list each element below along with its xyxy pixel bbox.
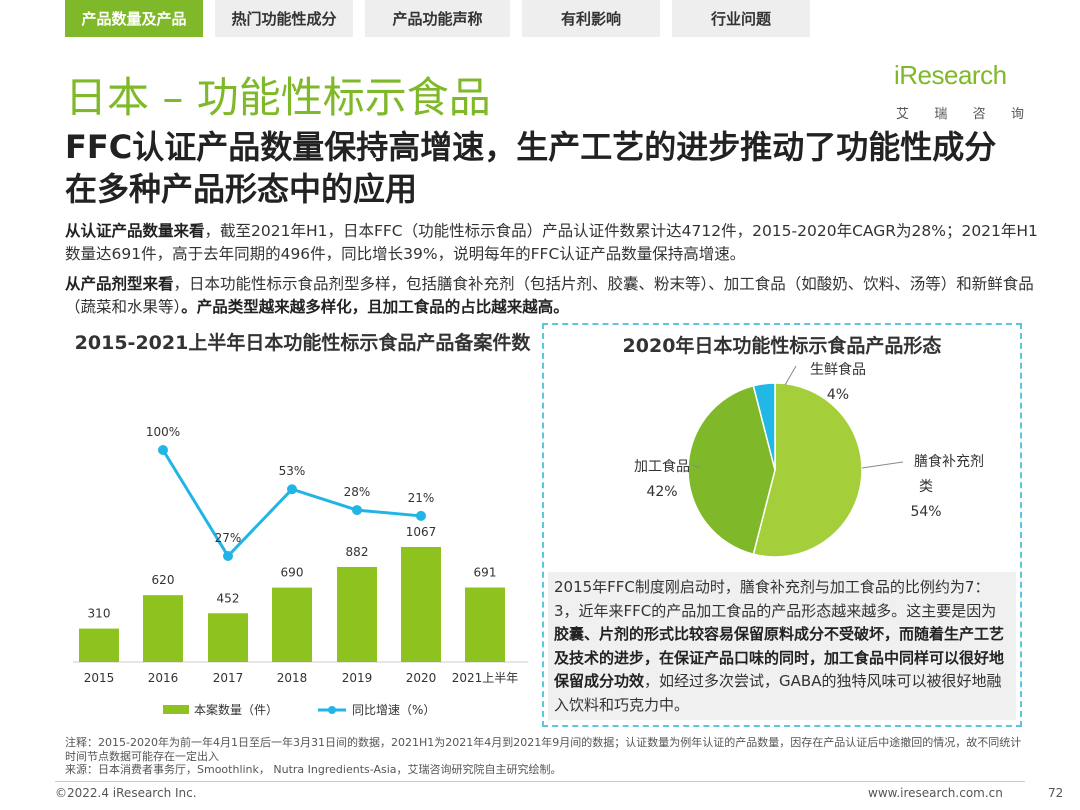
pie-slice [752,382,776,471]
growth-label: 28% [344,485,371,499]
growth-label: 21% [408,491,435,505]
bar [143,595,183,662]
legend-swatch-point [328,706,336,714]
footer-divider [55,781,1025,782]
pie-label-supplement: 膳食补充剂 [914,453,984,470]
growth-point [223,551,233,561]
pie-leader-supplement [861,461,904,469]
website-url[interactable]: www.iresearch.com.cn [868,786,1003,800]
paragraph-dosage: 从产品剂型来看，日本功能性标示食品剂型多样，包括膳食补充剂（包括片剂、胶囊、粉末… [65,275,1034,316]
tab-beneficial-effects[interactable]: 有利影响 [522,0,660,37]
iresearch-logo: iResearch 艾 瑞 咨 询 [894,60,1024,122]
copyright: ©2022.4 iResearch Inc. [55,786,197,800]
bar [208,613,248,662]
tab-product-count[interactable]: 产品数量及产品 [65,0,203,37]
bar-value-label: 690 [281,566,304,580]
tab-industry-issues[interactable]: 行业问题 [672,0,810,37]
pie-panel [542,323,1022,727]
pie-value-supplement: 54% [910,504,941,520]
x-tick-label: 2020 [406,671,437,685]
growth-label: 100% [146,425,180,439]
pie-value-fresh: 4% [827,387,849,403]
tab-function-claims[interactable]: 产品功能声称 [365,0,510,37]
legend-swatch-bar [163,705,189,714]
growth-point [158,445,168,455]
growth-point [287,484,297,495]
top-tab-bar: 产品数量及产品 热门功能性成分 产品功能声称 有利影响 行业问题 [65,0,810,37]
page-number: 72 [1048,786,1064,800]
bar-chart-title: 2015-2021上半年日本功能性标示食品产品备案件数 [74,332,531,354]
x-tick-label: 2018 [277,671,308,685]
pie-label-supplement-2: 类 [919,479,933,495]
legend-label-line: 同比增速（%） [352,703,435,717]
bar-value-label: 620 [152,573,175,587]
pie-leader-processed [691,464,701,469]
growth-label: 27% [215,531,242,545]
bar [337,566,377,662]
pie-label-processed: 加工食品 [634,458,690,475]
bar [401,547,441,662]
bar-value-label: 691 [474,566,497,580]
bar-value-label: 882 [346,545,369,559]
growth-label: 53% [279,464,306,478]
bar [79,628,119,662]
pie-value-processed: 42% [646,484,677,500]
bar [272,587,312,662]
x-tick-label: 2017 [213,671,244,685]
bar-line-chart: 310 2015 620 2016 452 2017 690 2018 882 2019 1067 2… [73,425,528,717]
page-subtitle: FFC认证产品数量保持高增速，生产工艺的进步推动了功能性成分在多种产品形态中的应… [65,128,997,208]
bar [465,587,505,662]
pie-slice [687,384,776,556]
pie-explanation: 2015年FFC制度刚启动时，膳食补充剂与加工食品的比例约为7：3，近年来FFC… [548,572,1016,720]
pie-label-fresh: 生鲜食品 [810,361,866,378]
pie-chart-title: 2020年日本功能性标示食品产品形态 [622,335,942,357]
pie-slice [752,382,863,558]
logo-subtitle: 艾 瑞 咨 询 [896,107,1024,122]
footnote: 注释：2015-2020年为前一年4月1日至后一年3月31日间的数据，2021H… [65,736,1022,776]
tab-hot-ingredients[interactable]: 热门功能性成分 [215,0,353,37]
logo-wordmark: iResearch [894,60,1007,90]
chart-legend: 本案数量（件） 同比增速（%） [163,702,435,717]
bar-value-label: 310 [88,607,111,621]
growth-point [352,505,362,516]
x-tick-label: 2019 [342,671,373,685]
x-tick-label: 2015 [84,671,115,685]
growth-point [416,510,426,521]
x-tick-label: 2016 [148,671,179,685]
bar-value-label: 452 [217,591,240,605]
legend-label-bar: 本案数量（件） [194,702,278,717]
pie-leader-fresh [784,365,797,386]
bar-value-label: 1067 [406,525,437,539]
page-title: 日本 – 功能性标示食品 [65,73,491,122]
x-tick-label: 2021上半年 [452,671,519,685]
paragraph-count: 从认证产品数量来看，截至2021年H1，日本FFC（功能性标示食品）产品认证件数… [65,222,1038,263]
